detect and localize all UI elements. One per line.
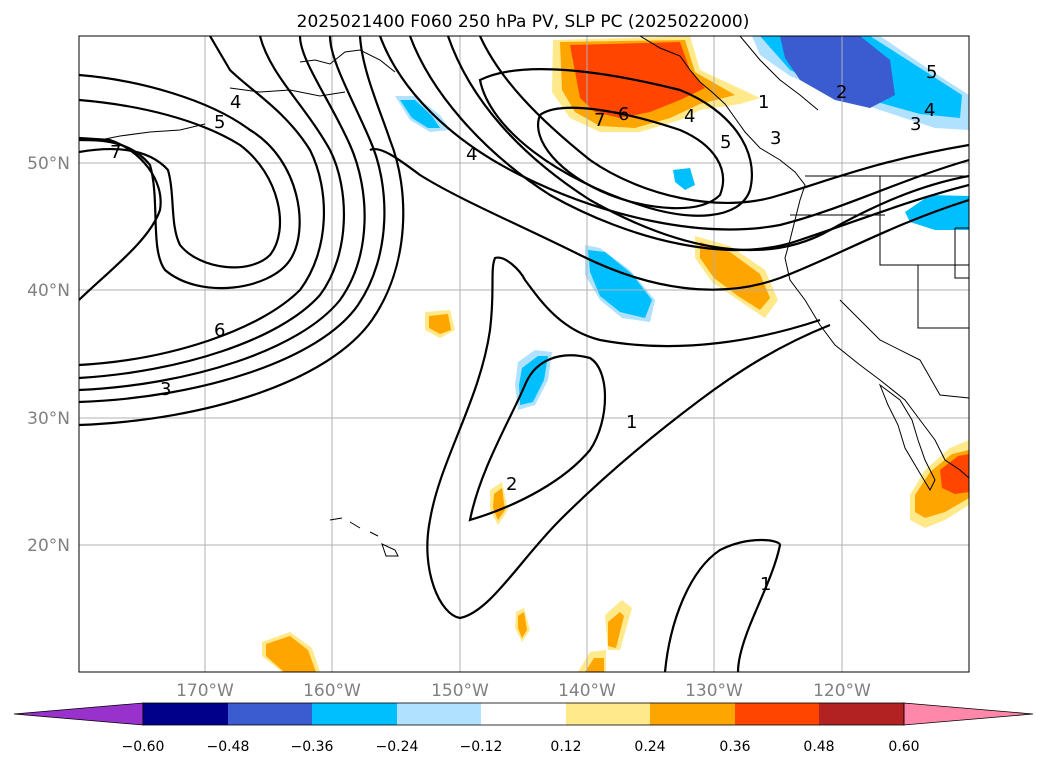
lat-label: 30°N [27, 409, 70, 429]
colorbar-tick: 0.12 [550, 739, 581, 755]
contour-label: 4 [684, 106, 695, 127]
lon-label: 120°W [813, 681, 871, 701]
graticule [79, 36, 969, 672]
longitude-labels: 170°W 160°W 150°W 140°W 130°W 120°W [176, 681, 871, 701]
colorbar-segment [143, 703, 228, 725]
colorbar-frame [142, 702, 905, 726]
colorbar-segment [397, 703, 481, 725]
contour-label: 5 [720, 132, 731, 153]
contour-label: 6 [214, 320, 225, 341]
contour-label: 3 [160, 379, 171, 400]
colorbar-extend-max [903, 702, 1034, 726]
lon-label: 150°W [431, 681, 489, 701]
colorbar-segment [481, 703, 566, 725]
colorbar-tick: 0.24 [634, 739, 665, 755]
lat-label: 20°N [27, 536, 70, 556]
colorbar-tick: −0.60 [122, 739, 165, 755]
map-frame [78, 35, 970, 673]
contour-label: 2 [836, 82, 847, 103]
contour-label: 3 [910, 114, 921, 135]
colorbar-tick: −0.36 [291, 739, 334, 755]
contour-label: 4 [466, 144, 477, 165]
lon-label: 130°W [685, 681, 743, 701]
contour-label: 1 [760, 574, 771, 595]
colorbar-segment [228, 703, 312, 725]
contour-label: 4 [924, 100, 935, 121]
colorbar-segment [819, 703, 904, 725]
contour-label: 6 [618, 104, 629, 125]
colorbar-segment [312, 703, 397, 725]
colorbar-extend-min [13, 702, 144, 726]
contour-label: 7 [110, 142, 121, 163]
slp-contours [79, 36, 969, 672]
colorbar-segment [650, 703, 735, 725]
figure-title: 2025021400 F060 250 hPa PV, SLP PC (2025… [297, 12, 750, 32]
colorbar-tick: 0.60 [888, 739, 919, 755]
colorbar-segment [735, 703, 819, 725]
lon-label: 160°W [303, 681, 361, 701]
contour-labels: 4 5 7 6 3 4 7 6 4 5 3 1 2 3 4 5 1 2 1 [110, 62, 937, 595]
colorbar-tick: −0.48 [207, 739, 250, 755]
contour-label: 4 [230, 92, 241, 113]
contour-label: 5 [926, 62, 937, 83]
lon-label: 140°W [558, 681, 616, 701]
colorbar-tick: −0.12 [460, 739, 503, 755]
map-area [79, 36, 969, 672]
colorbar-tick: 0.48 [803, 739, 834, 755]
colorbar: −0.60 −0.48 −0.36 −0.24 −0.12 0.12 0.24 … [13, 702, 1034, 755]
colorbar-tick: 0.36 [719, 739, 750, 755]
contour-label: 5 [214, 112, 225, 133]
colorbar-tick: −0.24 [376, 739, 419, 755]
lat-label: 40°N [27, 281, 70, 301]
contour-label: 7 [594, 110, 605, 131]
lat-label: 50°N [27, 154, 70, 174]
contour-label: 1 [758, 92, 769, 113]
lon-label: 170°W [176, 681, 234, 701]
contour-label: 1 [626, 412, 637, 433]
contour-label: 2 [506, 474, 517, 495]
contour-label: 3 [770, 128, 781, 149]
latitude-labels: 50°N 40°N 30°N 20°N [27, 154, 70, 556]
colorbar-ticks: −0.60 −0.48 −0.36 −0.24 −0.12 0.12 0.24 … [122, 739, 920, 755]
colorbar-segment [566, 703, 650, 725]
